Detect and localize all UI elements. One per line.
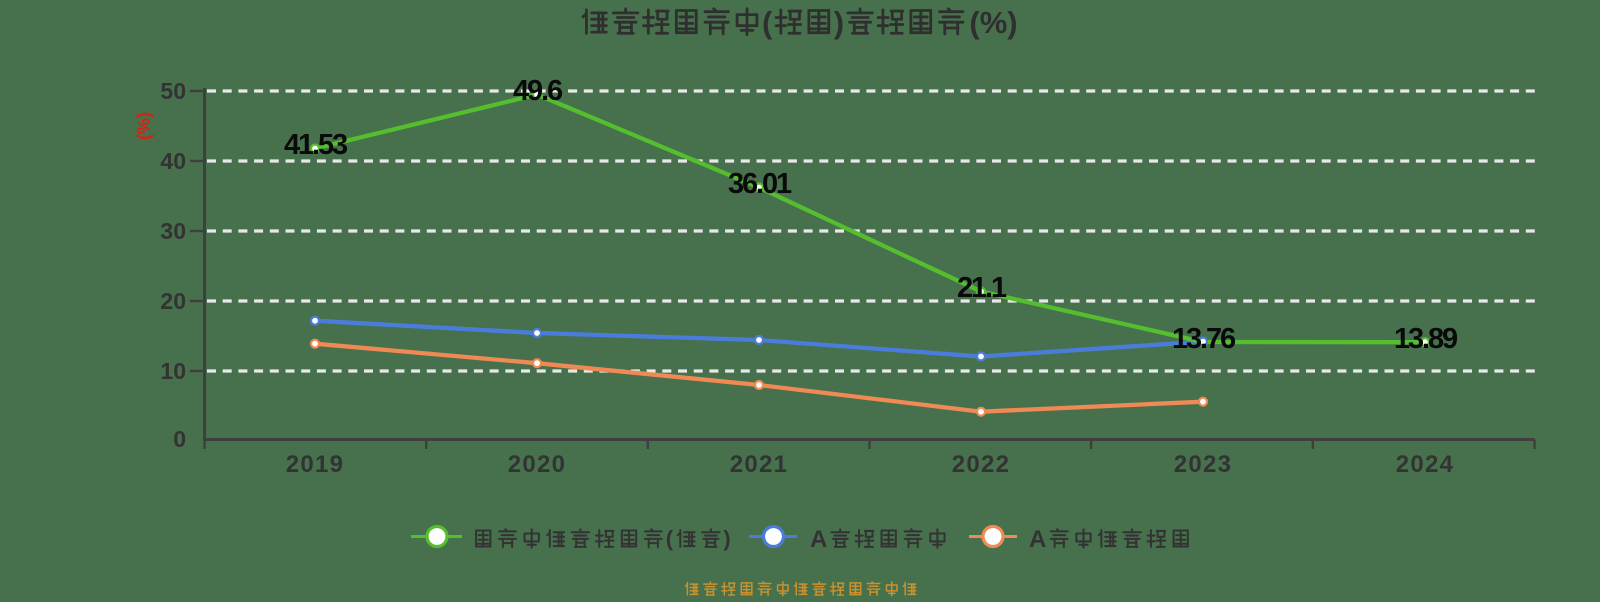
svg-text:A: A xyxy=(1029,526,1046,553)
svg-text:(: ( xyxy=(666,526,674,551)
svg-text:(%): (%) xyxy=(134,112,154,140)
svg-text:(: ( xyxy=(762,5,773,40)
svg-text:): ) xyxy=(723,526,730,551)
svg-text:(%): (%) xyxy=(969,5,1017,40)
svg-text:): ) xyxy=(834,5,844,40)
svg-text:A: A xyxy=(810,526,827,553)
